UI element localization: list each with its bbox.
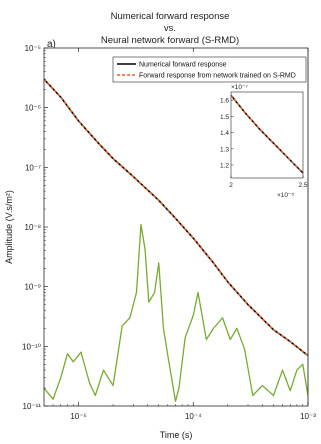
inset-series-group — [230, 94, 304, 174]
x-tick-label-1: 10⁻⁴ — [185, 412, 202, 421]
inset-series-line-0 — [230, 94, 304, 174]
inset-y-tick-label-3: 1.5 — [220, 114, 229, 121]
inset-y-multiplier: ×10⁻⁷ — [231, 84, 248, 91]
x-axis-label: Time (s) — [160, 430, 193, 440]
inset-x-tick-label-1: 2.5 — [298, 182, 307, 189]
inset-y-tick-label-1: 1.3 — [220, 146, 229, 153]
y-tick-label-3: 10⁻⁸ — [25, 223, 42, 232]
y-tick-label-6: 10⁻⁵ — [25, 44, 41, 53]
y-tick-label-4: 10⁻⁷ — [25, 163, 41, 172]
inset-x-multiplier: ×10⁻⁵ — [277, 192, 294, 199]
series-line-2 — [43, 223, 309, 402]
chart-title-line-3: Neural network forward (S-RMD) — [101, 35, 239, 46]
y-tick-label-2: 10⁻⁹ — [24, 283, 41, 292]
inset-y-tick-label-0: 1.2 — [220, 163, 229, 170]
legend: Numerical forward response Forward respo… — [112, 56, 307, 83]
legend-label-numerical: Numerical forward response — [139, 62, 227, 69]
inset-frame — [230, 91, 304, 179]
inset-y-tick-label-4: 1.6 — [220, 98, 229, 105]
x-tick-label-2: 10⁻³ — [300, 412, 316, 421]
y-tick-label-5: 10⁻⁶ — [25, 104, 41, 113]
inset-y-tick-label-2: 1.4 — [220, 130, 229, 137]
y-axis-label: Amplitude (V.s/m²) — [4, 190, 14, 264]
chart-title-line-2: vs. — [164, 23, 176, 34]
y-tick-label-0: 10⁻¹¹ — [23, 402, 42, 411]
inset-ticks-group: 1.2 1.3 1.4 1.5 1.6 2 2.5 — [220, 98, 308, 189]
x-tick-label-0: 10⁻⁵ — [70, 412, 86, 421]
series-line-1 — [43, 78, 309, 357]
y-tick-label-1: 10⁻¹⁰ — [22, 342, 41, 351]
inset-x-tick-label-0: 2 — [229, 182, 233, 189]
main-series-group — [43, 78, 309, 402]
panel-label: a) — [47, 39, 56, 50]
main-ticks-group: 10⁻⁵ 10⁻⁴ 10⁻³ 10⁻¹¹ 10⁻¹⁰ 10⁻⁹ 10⁻⁸ 10⁻⁷ 10⁻⁶ 10… — [22, 44, 316, 421]
legend-box — [112, 56, 307, 83]
inset-frame-background — [231, 92, 303, 178]
chart-title-line-1: Numerical forward response — [111, 11, 230, 22]
inset-chart: 1.2 1.3 1.4 1.5 1.6 2 2.5 ×10⁻⁷ ×10⁻⁵ — [220, 84, 308, 199]
legend-label-network: Forward response from network trained on… — [139, 73, 296, 80]
